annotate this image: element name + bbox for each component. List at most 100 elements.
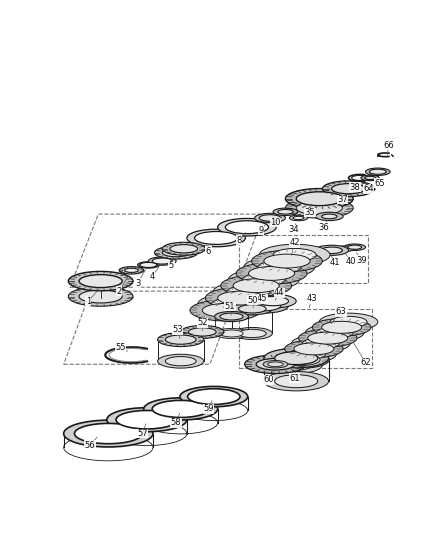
Ellipse shape — [314, 245, 348, 255]
Ellipse shape — [291, 335, 350, 352]
Ellipse shape — [274, 359, 311, 370]
Ellipse shape — [119, 266, 143, 274]
Text: 8: 8 — [236, 236, 241, 245]
Ellipse shape — [250, 294, 296, 308]
Ellipse shape — [225, 221, 268, 233]
Ellipse shape — [217, 219, 276, 236]
Ellipse shape — [331, 183, 365, 194]
Ellipse shape — [318, 313, 377, 330]
Ellipse shape — [272, 208, 297, 215]
Ellipse shape — [217, 291, 263, 305]
Ellipse shape — [165, 335, 196, 344]
Text: 5: 5 — [169, 261, 174, 270]
Ellipse shape — [364, 176, 374, 180]
Ellipse shape — [232, 303, 272, 315]
Ellipse shape — [140, 262, 156, 268]
Ellipse shape — [320, 247, 342, 254]
Ellipse shape — [289, 215, 307, 221]
Ellipse shape — [312, 319, 370, 336]
Text: 58: 58 — [170, 418, 181, 427]
Ellipse shape — [233, 279, 279, 293]
Ellipse shape — [347, 245, 361, 249]
Ellipse shape — [143, 398, 217, 420]
Text: 34: 34 — [287, 225, 298, 234]
Text: 45: 45 — [257, 294, 267, 303]
Ellipse shape — [152, 400, 209, 417]
Text: 56: 56 — [85, 441, 95, 450]
Ellipse shape — [254, 213, 285, 223]
Ellipse shape — [205, 287, 276, 309]
Ellipse shape — [152, 258, 172, 264]
Ellipse shape — [262, 360, 287, 368]
Ellipse shape — [214, 311, 248, 321]
Ellipse shape — [257, 296, 288, 306]
Ellipse shape — [232, 327, 272, 340]
Text: 50: 50 — [247, 296, 257, 305]
Text: 2: 2 — [116, 287, 121, 296]
Ellipse shape — [270, 351, 328, 368]
Text: 43: 43 — [306, 294, 316, 303]
Ellipse shape — [87, 283, 114, 292]
Ellipse shape — [194, 231, 237, 245]
Text: 61: 61 — [289, 374, 299, 383]
Ellipse shape — [263, 254, 309, 268]
Ellipse shape — [187, 389, 240, 405]
Ellipse shape — [190, 300, 260, 321]
Text: 40: 40 — [345, 257, 355, 266]
Ellipse shape — [321, 321, 361, 333]
Ellipse shape — [274, 352, 317, 365]
Text: 41: 41 — [328, 258, 339, 267]
Ellipse shape — [137, 262, 159, 268]
Ellipse shape — [154, 246, 197, 259]
Ellipse shape — [162, 248, 190, 257]
Text: 66: 66 — [382, 141, 393, 150]
Ellipse shape — [298, 329, 356, 347]
Ellipse shape — [162, 243, 205, 255]
Text: 9: 9 — [258, 226, 263, 235]
Text: 37: 37 — [336, 195, 347, 204]
Ellipse shape — [302, 338, 339, 349]
Ellipse shape — [64, 420, 153, 447]
Ellipse shape — [285, 198, 353, 218]
Ellipse shape — [288, 349, 325, 360]
Ellipse shape — [228, 269, 299, 290]
Ellipse shape — [248, 266, 294, 280]
Ellipse shape — [212, 281, 283, 303]
Text: 38: 38 — [349, 183, 359, 192]
Ellipse shape — [257, 261, 300, 274]
Text: 57: 57 — [137, 429, 147, 438]
Text: 52: 52 — [197, 318, 207, 327]
Ellipse shape — [124, 268, 138, 272]
Ellipse shape — [285, 189, 353, 209]
Ellipse shape — [296, 201, 342, 215]
Text: 42: 42 — [289, 238, 299, 247]
Text: 62: 62 — [360, 358, 370, 367]
Ellipse shape — [335, 246, 353, 252]
Ellipse shape — [360, 175, 378, 181]
Ellipse shape — [180, 326, 223, 338]
Ellipse shape — [242, 273, 285, 286]
Ellipse shape — [321, 181, 374, 197]
Ellipse shape — [293, 216, 303, 220]
Ellipse shape — [259, 215, 280, 221]
Ellipse shape — [251, 251, 321, 272]
Text: 55: 55 — [115, 343, 126, 352]
Ellipse shape — [197, 294, 268, 315]
Ellipse shape — [219, 330, 243, 337]
Text: 65: 65 — [373, 179, 384, 188]
Ellipse shape — [219, 313, 243, 320]
Ellipse shape — [279, 353, 319, 366]
Ellipse shape — [243, 256, 314, 278]
Ellipse shape — [293, 343, 333, 355]
Text: 4: 4 — [149, 272, 155, 281]
Text: 63: 63 — [335, 308, 346, 317]
Ellipse shape — [315, 212, 343, 221]
Ellipse shape — [307, 332, 347, 344]
Text: 35: 35 — [304, 208, 314, 217]
Text: 39: 39 — [356, 256, 366, 265]
Ellipse shape — [365, 168, 389, 175]
Ellipse shape — [79, 290, 122, 303]
Ellipse shape — [214, 328, 248, 338]
Ellipse shape — [148, 257, 176, 265]
Ellipse shape — [246, 301, 280, 311]
